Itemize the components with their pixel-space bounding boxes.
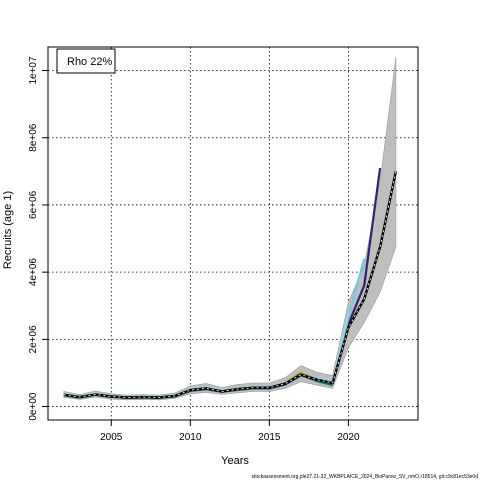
y-tick-label-3: 6e+06: [28, 190, 39, 219]
plot-frame: [47, 46, 419, 421]
y-tick-label-4: 8e+06: [28, 123, 39, 152]
x-tick-label-1: 2010: [179, 432, 202, 443]
y-tick-label-1: 2e+06: [28, 325, 39, 354]
x-axis-title: Years: [221, 455, 249, 467]
grid-lines: [48, 47, 418, 420]
y-tick-label-2: 4e+06: [28, 258, 39, 287]
axes: 2005 2010 2015 2020 0e+00 2e+06 4e+06 6e+06 8e+0…: [28, 46, 419, 443]
x-tick-label-0: 2005: [100, 432, 123, 443]
base-estimate-dash: [63, 171, 397, 398]
confidence-interval-band: [63, 57, 397, 401]
confidence-band: [63, 57, 397, 401]
y-axis-title: Recruits (age 1): [2, 191, 14, 269]
y-tick-label-5: 1e+07: [28, 56, 39, 85]
legend-label: Rho 22%: [67, 56, 112, 68]
footer-note: stockassessment.org,ple27.21-32_WKBPLAIC…: [251, 474, 478, 480]
y-tick-label-0: 0e+00: [28, 392, 39, 421]
legend: Rho 22%: [56, 48, 116, 74]
base-estimate: [63, 171, 398, 399]
base-estimate-line: [63, 171, 398, 399]
x-tick-label-3: 2020: [337, 432, 360, 443]
legend-box: [56, 48, 116, 74]
x-tick-label-2: 2015: [258, 432, 281, 443]
